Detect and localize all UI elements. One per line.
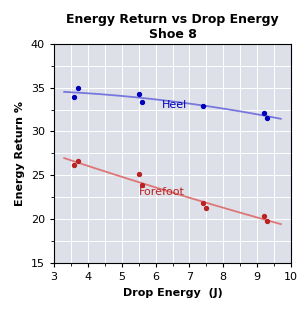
- Point: [201, 104, 206, 109]
- Y-axis label: Energy Return %: Energy Return %: [15, 101, 25, 206]
- Point: [262, 110, 266, 115]
- Text: Heel: Heel: [162, 100, 188, 110]
- Text: Forefoot: Forefoot: [139, 187, 184, 197]
- Title: Energy Return vs Drop Energy
Shoe 8: Energy Return vs Drop Energy Shoe 8: [66, 13, 279, 41]
- Point: [72, 162, 77, 167]
- Point: [201, 201, 206, 206]
- Point: [75, 85, 80, 90]
- Point: [262, 214, 266, 219]
- Point: [265, 218, 270, 223]
- X-axis label: Drop Energy  (J): Drop Energy (J): [123, 288, 222, 297]
- Point: [265, 116, 270, 121]
- Point: [75, 159, 80, 164]
- Point: [140, 99, 144, 104]
- Point: [72, 95, 77, 100]
- Point: [136, 91, 141, 96]
- Point: [204, 205, 209, 210]
- Point: [140, 182, 144, 187]
- Point: [136, 172, 141, 177]
